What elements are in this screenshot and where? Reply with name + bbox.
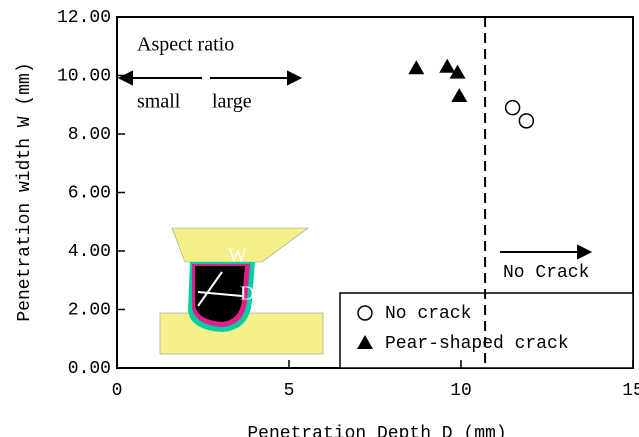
point [408, 60, 424, 74]
legend-label: Pear-shaped crack [385, 334, 569, 354]
y-tick-label: 10.00 [57, 66, 111, 86]
annotation: D [240, 283, 254, 305]
y-tick-label: 0.00 [68, 359, 111, 379]
y-tick-label: 2.00 [68, 300, 111, 320]
legend-label: No crack [385, 304, 471, 324]
x-tick-label: 0 [112, 381, 123, 401]
chart: W D Aspect ratio small large No Crack Pe… [0, 0, 639, 437]
legend-marker [358, 306, 372, 320]
y-tick-label: 6.00 [68, 183, 111, 203]
legend-box [340, 293, 633, 368]
annotation: small [137, 91, 181, 113]
x-tick-label: 10 [450, 381, 472, 401]
y-axis-title: Penetration width W (mm) [15, 62, 35, 321]
annotation: Aspect ratio [137, 34, 234, 56]
y-tick-label: 4.00 [68, 242, 111, 262]
point [439, 59, 455, 73]
annotation: large [212, 91, 252, 113]
annotation: No Crack [503, 263, 589, 283]
y-tick-label: 8.00 [68, 125, 111, 145]
point [519, 114, 533, 128]
y-tick-label: 12.00 [57, 8, 111, 28]
annotation: W [228, 245, 247, 267]
x-axis-title: Penetration Depth D (mm) [247, 424, 506, 437]
point [451, 88, 467, 102]
x-tick-label: 5 [284, 381, 295, 401]
point [506, 101, 520, 115]
x-tick-label: 15 [622, 381, 639, 401]
